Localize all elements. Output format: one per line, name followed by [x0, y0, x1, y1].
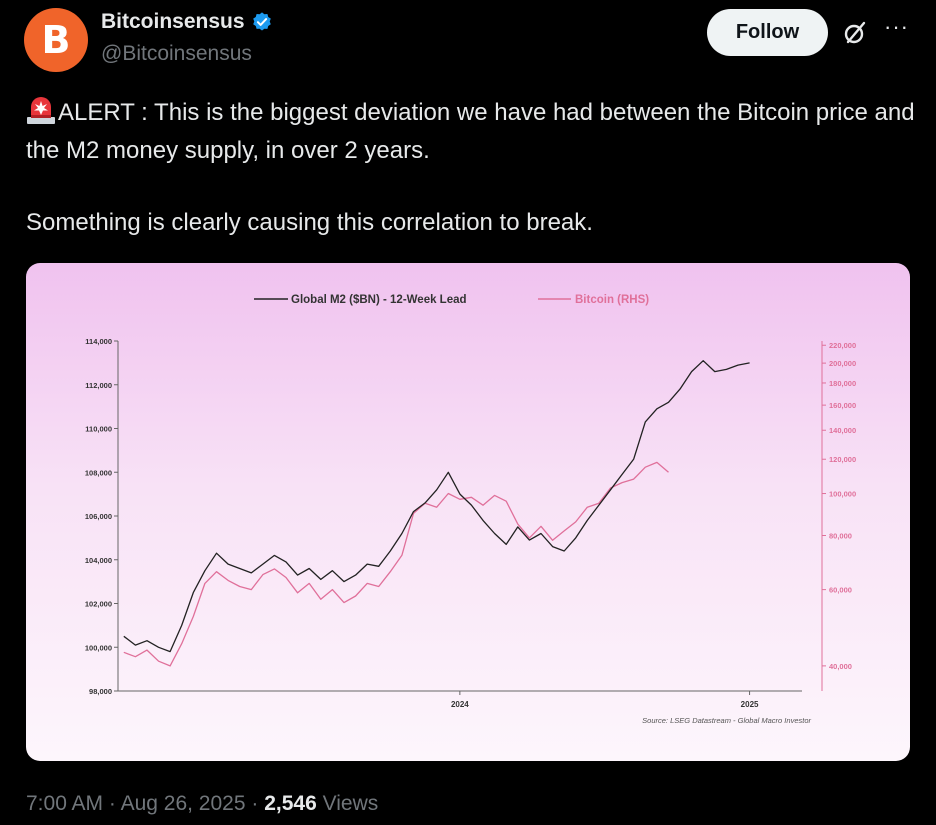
chart-legend: Global M2 ($BN) - 12-Week Lead Bitcoin (…	[254, 294, 649, 306]
author-handle[interactable]: @Bitcoinsensus	[101, 42, 252, 65]
tweet-text: ALERT : This is the biggest deviation we…	[26, 94, 916, 242]
right-tick-label: 80,000	[829, 532, 852, 541]
right-tick-label: 200,000	[829, 359, 856, 368]
bitcoinsensus-logo-icon: B	[41, 18, 71, 62]
tweet-line-1: ALERT : This is the biggest deviation we…	[26, 99, 915, 164]
view-count: 2,546	[264, 792, 317, 815]
left-tick-label: 108,000	[85, 468, 112, 477]
right-tick-label: 180,000	[829, 379, 856, 388]
author-name-row: Bitcoinsensus	[101, 10, 273, 34]
left-tick-label: 104,000	[85, 556, 112, 565]
left-tick-label: 114,000	[85, 337, 112, 346]
bitcoin-series-line	[123, 461, 669, 667]
tweet-media-chart[interactable]: Global M2 ($BN) - 12-Week Lead Bitcoin (…	[26, 263, 910, 761]
right-tick-label: 40,000	[829, 662, 852, 671]
right-tick-label: 220,000	[829, 341, 856, 350]
follow-button[interactable]: Follow	[707, 9, 828, 56]
left-tick-label: 100,000	[85, 643, 112, 652]
avatar[interactable]: B	[24, 8, 88, 72]
tweet-date[interactable]: Aug 26, 2025	[120, 792, 246, 815]
right-tick-label: 100,000	[829, 490, 856, 499]
right-tick-label: 60,000	[829, 586, 852, 595]
siren-emoji-icon	[27, 97, 55, 124]
tweet-time[interactable]: 7:00 AM	[26, 792, 104, 815]
left-tick-label: 106,000	[85, 512, 112, 521]
author-name[interactable]: Bitcoinsensus	[101, 10, 245, 33]
more-options-icon[interactable]: ···	[884, 14, 909, 39]
tweet-paragraph-2: Something is clearly causing this correl…	[26, 209, 593, 236]
views-label: Views	[322, 792, 379, 815]
right-tick-label: 160,000	[829, 401, 856, 410]
chart-axes: 98,000 100,000 102,000 104,000 106,000 108,00…	[85, 337, 856, 709]
global-m2-series-line	[123, 360, 750, 653]
right-tick-label: 120,000	[829, 455, 856, 464]
left-tick-label: 112,000	[85, 381, 112, 390]
legend-m2-label: Global M2 ($BN) - 12-Week Lead	[291, 294, 467, 306]
x-tick-label: 2024	[451, 700, 469, 709]
right-tick-label: 140,000	[829, 426, 856, 435]
chart-series	[123, 360, 750, 667]
x-tick-label: 2025	[741, 700, 759, 709]
chart-source: Source: LSEG Datastream - Global Macro I…	[642, 716, 811, 725]
left-tick-label: 98,000	[89, 687, 112, 696]
grok-icon[interactable]	[842, 20, 868, 46]
left-tick-label: 110,000	[85, 425, 112, 434]
m2-vs-bitcoin-chart: Global M2 ($BN) - 12-Week Lead Bitcoin (…	[85, 294, 856, 725]
tweet-paragraph-1: ALERT : This is the biggest deviation we…	[26, 94, 916, 170]
verified-badge-icon	[252, 12, 271, 31]
tweet-meta: 7:00 AM · Aug 26, 2025 · 2,546 Views	[26, 792, 379, 815]
left-tick-label: 102,000	[85, 600, 112, 609]
legend-btc-label: Bitcoin (RHS)	[575, 294, 649, 306]
